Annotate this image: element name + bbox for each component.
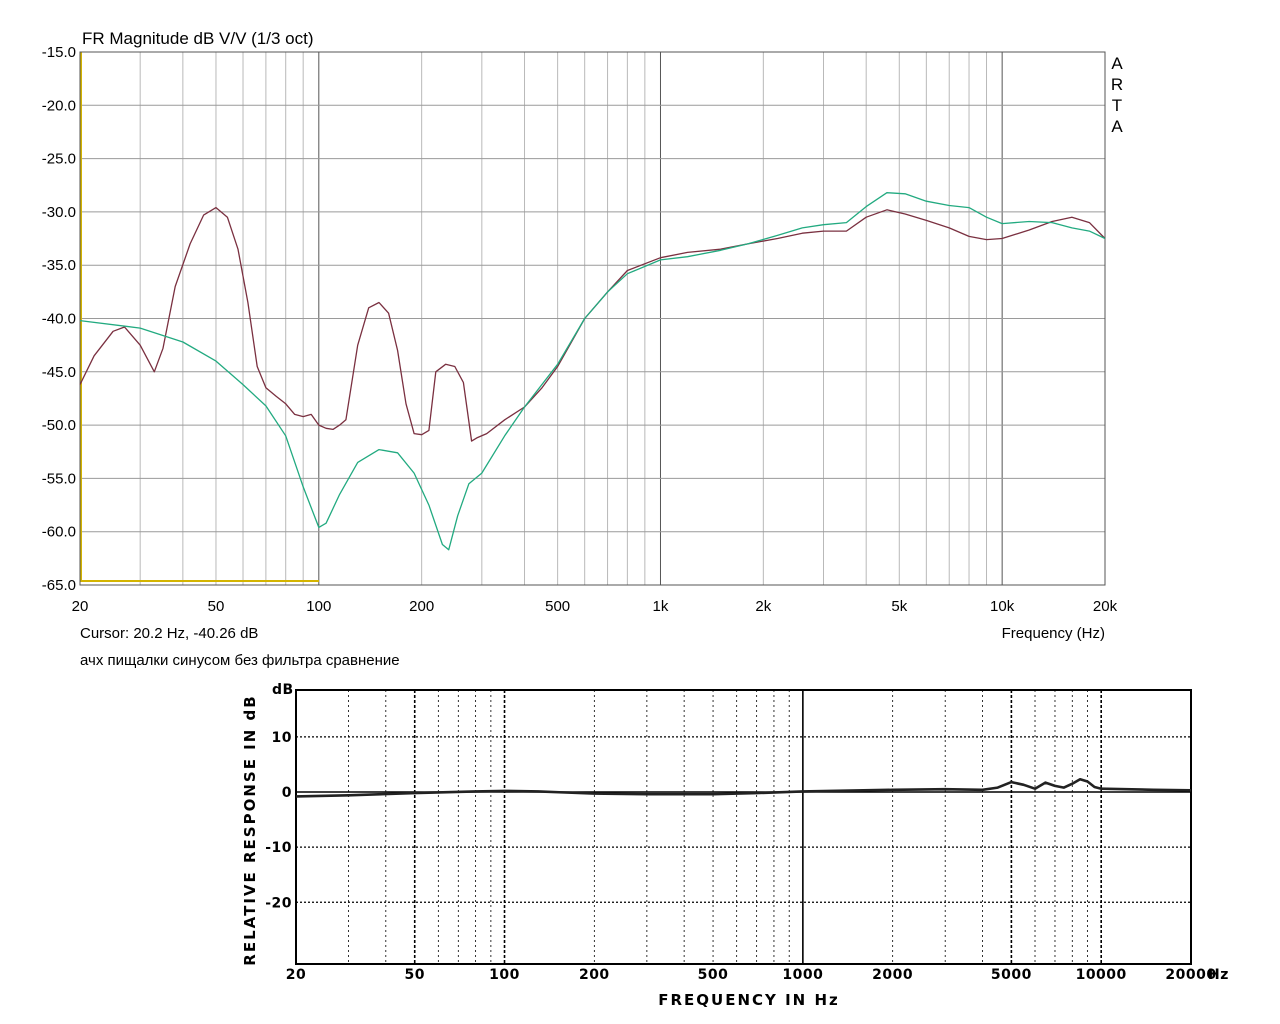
arta-logo-letter: A [1111,117,1123,136]
chart1-x-tick: 10k [990,598,1015,615]
arta-logo-letter: T [1112,96,1122,115]
chart1-y-tick: -55.0 [42,470,76,487]
chart1-series-line-1 [79,206,1106,442]
chart1-x-tick: 100 [306,598,331,615]
chart1-x-tick: 500 [545,598,570,615]
chart1-x-tick: 200 [409,598,434,615]
chart1-x-tick-labels: 20 50 100 200 500 1k 2k 5k 10k 20k [72,598,1118,615]
chart1-x-tick: 20k [1093,598,1118,615]
cursor-readout: Cursor: 20.2 Hz, -40.26 dB [80,625,258,642]
chart1-plot-frame [79,51,1106,586]
arta-logo-letter: A [1111,54,1123,73]
chart1-y-tick: -65.0 [42,577,76,594]
chart1-grid [79,51,1106,586]
chart1-x-tick: 1k [653,598,669,615]
chart1-series-line-2 [79,192,1106,551]
chart1-y-tick: -60.0 [42,524,76,541]
chart1-y-tick-labels: -15.0 -20.0 -25.0 -30.0 -35.0 -40.0 -45.0 -50.0… [42,44,76,594]
chart1-y-tick: -35.0 [42,257,76,274]
chart1-y-tick: -15.0 [42,44,76,61]
chart1-y-tick: -25.0 [42,151,76,168]
chart1-x-axis-label: Frequency (Hz) [1002,625,1105,642]
chart1-y-tick: -45.0 [42,364,76,381]
chart1-caption: ачх пищалки синусом без фильтра сравнени… [80,652,400,669]
chart1-x-tick: 50 [208,598,225,615]
arta-logo-letter: R [1111,75,1123,94]
chart1-y-tick: -50.0 [42,417,76,434]
chart1-x-tick: 20 [72,598,89,615]
chart1-x-tick: 5k [891,598,907,615]
chart1-y-tick: -30.0 [42,204,76,221]
chart1-y-tick: -20.0 [42,97,76,114]
chart1-y-tick: -40.0 [42,311,76,328]
chart1-title: FR Magnitude dB V/V (1/3 oct) [82,29,314,48]
chart1-series-group [79,192,1106,551]
chart1-x-tick: 2k [755,598,771,615]
